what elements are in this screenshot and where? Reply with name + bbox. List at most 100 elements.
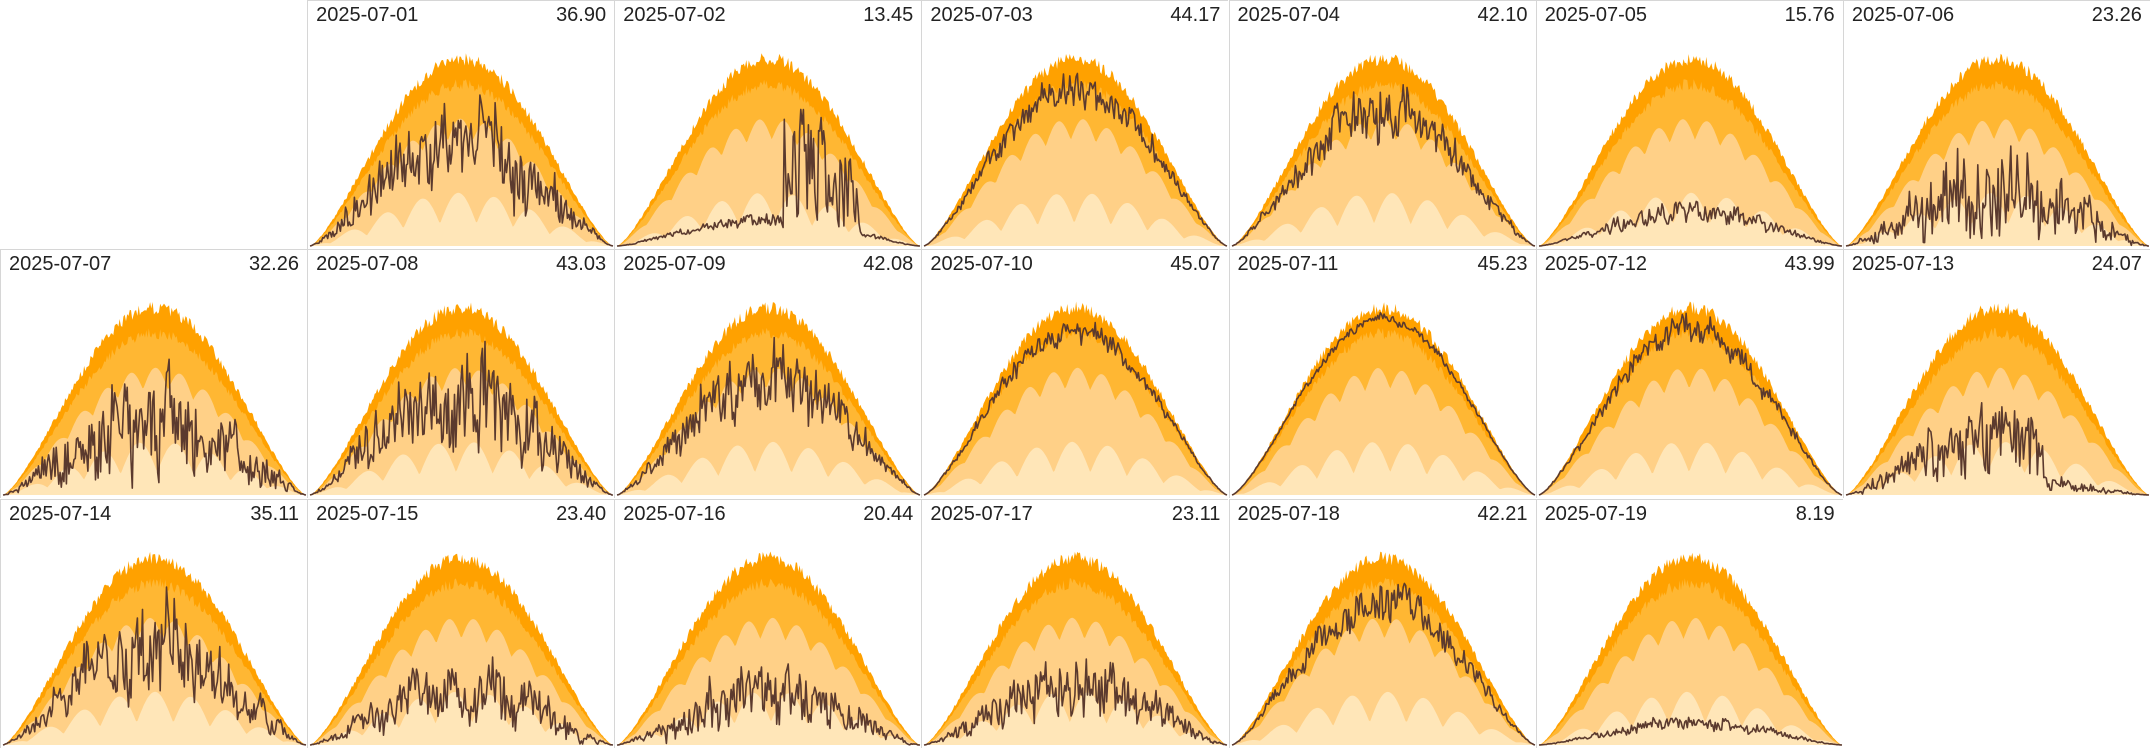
day-panel: 2025-07-09 42.08 <box>614 249 922 499</box>
day-date-label: 2025-07-11 <box>1237 253 1339 276</box>
day-panel: 2025-07-03 44.17 <box>921 0 1229 249</box>
day-date-label: 2025-07-15 <box>316 502 419 525</box>
band-low-area <box>3 691 306 745</box>
day-panel: 2025-07-18 42.21 <box>1228 498 1536 748</box>
day-total-label: 42.08 <box>863 253 914 276</box>
day-date-label: 2025-07-16 <box>623 502 726 525</box>
actual-output-line <box>1845 402 2149 497</box>
day-panel: 2025-07-15 23.40 <box>307 498 615 748</box>
actual-output-line <box>309 340 614 497</box>
day-total-label: 43.99 <box>1784 253 1835 276</box>
day-date-label: 2025-07-13 <box>1851 253 1955 276</box>
day-panel: 2025-07-12 43.99 <box>1535 249 1843 499</box>
day-total-label: 8.19 <box>1795 502 1835 525</box>
actual-output-line <box>310 655 614 746</box>
day-panel: 2025-07-10 45.07 <box>921 249 1229 499</box>
actual-output-line <box>2 358 307 497</box>
actual-output-line <box>1538 716 1842 746</box>
day-date-label: 2025-07-07 <box>9 253 112 276</box>
day-date-label: 2025-07-06 <box>1851 4 1955 26</box>
actual-output-line <box>309 94 614 247</box>
band-low-area <box>617 193 921 246</box>
day-total-label: 42.21 <box>1477 502 1528 525</box>
day-panel: 2025-07-01 36.90 <box>307 0 615 249</box>
band-low-area <box>617 692 921 745</box>
day-date-label: 2025-07-09 <box>623 253 726 276</box>
band-mid-area <box>1538 369 1842 496</box>
band-low-area <box>310 192 614 246</box>
day-panel: 2025-07-06 23.26 <box>1842 0 2150 249</box>
day-date-label: 2025-07-17 <box>930 502 1033 525</box>
day-date-label: 2025-07-05 <box>1544 4 1647 26</box>
band-low-area <box>924 692 1228 745</box>
day-chart <box>1538 552 1842 746</box>
day-total-label: 15.76 <box>1784 4 1835 26</box>
actual-output-line <box>1538 312 1842 497</box>
day-panel: 2025-07-08 43.03 <box>307 249 615 499</box>
day-panel: 2025-07-05 15.76 <box>1535 0 1843 249</box>
day-chart <box>1231 551 1535 746</box>
day-date-label: 2025-07-04 <box>1237 4 1340 26</box>
day-date-label: 2025-07-14 <box>9 502 112 525</box>
actual-output-line <box>1231 84 1535 247</box>
day-panel: 2025-07-13 24.07 <box>1842 249 2150 499</box>
band-low-area <box>310 691 614 745</box>
actual-output-line <box>1231 582 1535 746</box>
band-mid-area <box>310 368 614 496</box>
actual-output-line <box>617 108 921 247</box>
day-total-label: 32.26 <box>248 253 299 276</box>
band-low-area <box>310 442 614 496</box>
band-mid-area <box>1231 118 1535 246</box>
day-date-label: 2025-07-18 <box>1237 502 1340 525</box>
day-chart <box>924 54 1228 247</box>
day-total-label: 44.17 <box>1170 4 1221 26</box>
band-low-area <box>1231 691 1535 745</box>
day-chart <box>1231 54 1535 247</box>
actual-output-line <box>924 72 1228 247</box>
day-total-label: 45.07 <box>1170 253 1221 276</box>
actual-output-line <box>617 662 921 746</box>
day-total-label: 23.26 <box>2091 4 2142 26</box>
day-date-label: 2025-07-12 <box>1544 253 1647 276</box>
day-chart <box>1845 303 2149 497</box>
day-total-label: 35.11 <box>250 502 299 525</box>
band-low-area <box>1538 443 1842 496</box>
day-panel: 2025-07-11 45.23 <box>1228 249 1536 499</box>
day-panel: 2025-07-14 35.11 <box>0 498 307 748</box>
band-mid-area <box>924 119 1228 246</box>
day-total-label: 43.03 <box>556 253 607 276</box>
actual-output-line <box>924 322 1228 497</box>
day-chart <box>924 301 1228 497</box>
day-chart <box>1538 301 1842 497</box>
day-total-label: 24.07 <box>2091 253 2142 276</box>
band-low-area <box>1231 193 1535 246</box>
band-low-area <box>924 193 1228 246</box>
day-chart <box>2 551 307 746</box>
actual-output-line <box>924 657 1228 746</box>
day-date-label: 2025-07-19 <box>1544 502 1647 525</box>
day-chart <box>617 551 921 746</box>
day-chart <box>1538 54 1842 247</box>
day-total-label: 23.11 <box>1171 502 1221 525</box>
day-total-label: 45.23 <box>1477 253 1528 276</box>
band-low-area <box>1845 442 2149 496</box>
day-panel: 2025-07-04 42.10 <box>1228 0 1536 249</box>
day-date-label: 2025-07-08 <box>316 253 419 276</box>
day-panel: 2025-07-07 32.26 <box>0 249 307 499</box>
day-panel: 2025-07-17 23.11 <box>921 498 1229 748</box>
day-chart <box>309 302 614 497</box>
day-chart <box>2 302 307 497</box>
band-low-area <box>617 442 921 496</box>
day-total-label: 13.45 <box>863 4 914 26</box>
day-panel: 2025-07-16 20.44 <box>614 498 922 748</box>
band-low-area <box>3 443 306 496</box>
day-chart <box>617 302 921 497</box>
day-date-label: 2025-07-01 <box>316 4 419 26</box>
band-low-area <box>924 442 1228 496</box>
day-chart <box>1231 302 1535 497</box>
day-date-label: 2025-07-10 <box>930 253 1033 276</box>
day-date-label: 2025-07-03 <box>930 4 1033 26</box>
day-chart <box>1845 53 2149 247</box>
actual-output-line <box>617 337 921 497</box>
day-total-label: 42.10 <box>1477 4 1528 26</box>
